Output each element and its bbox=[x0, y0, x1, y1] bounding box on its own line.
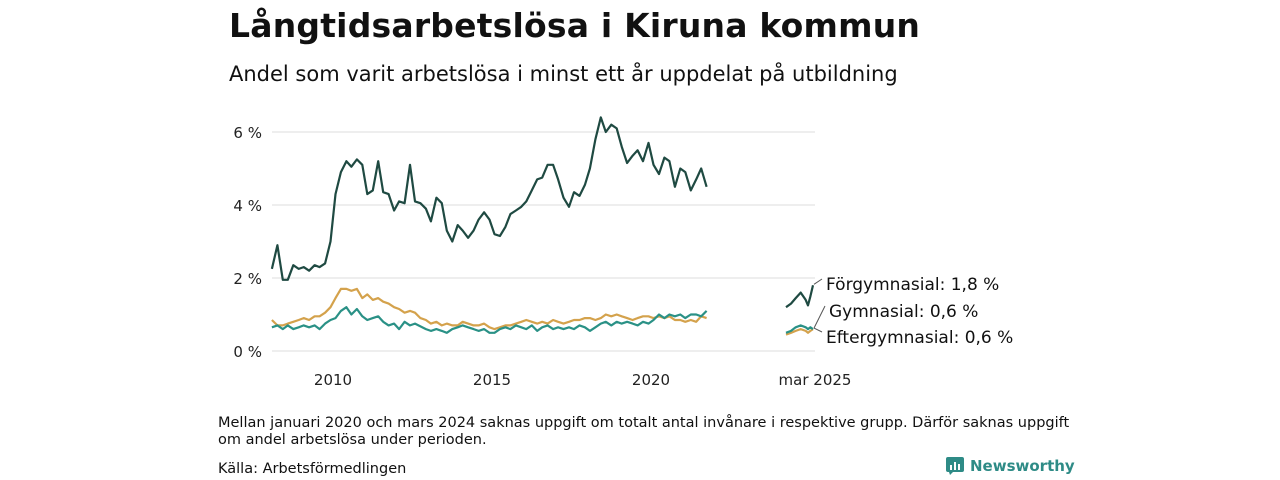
series-lines bbox=[270, 116, 815, 336]
chart-title: Långtidsarbetslösa i Kiruna kommun bbox=[229, 6, 921, 45]
bar-chart-icon bbox=[946, 457, 964, 475]
x-tick-label: 2010 bbox=[314, 371, 352, 389]
grid-lines bbox=[272, 131, 815, 352]
brand-name: Newsworthy bbox=[970, 457, 1075, 475]
source-text: Källa: Arbetsförmedlingen bbox=[218, 461, 407, 477]
y-tick-label: 2 % bbox=[233, 270, 262, 288]
x-axis: 2010 2015 2020 mar 2025 bbox=[314, 371, 852, 389]
y-tick-label: 0 % bbox=[233, 343, 262, 361]
x-tick-label: 2015 bbox=[473, 371, 511, 389]
newsworthy-logo: Newsworthy bbox=[946, 457, 1075, 475]
series-end-labels: Förgymnasial: 1,8 % Gymnasial: 0,6 % Efter… bbox=[813, 275, 1013, 348]
series-end-label: Förgymnasial: 1,8 % bbox=[826, 275, 999, 295]
label-leader-line bbox=[813, 305, 826, 329]
x-tick-label: mar 2025 bbox=[779, 371, 852, 389]
series-line-eftergymnasial bbox=[271, 287, 707, 331]
chart-subtitle: Andel som varit arbetslösa i minst ett å… bbox=[229, 62, 898, 86]
series-line-gymnasial bbox=[271, 306, 708, 334]
series-line-gymnasial-recent bbox=[785, 324, 814, 334]
x-tick-label: 2020 bbox=[632, 371, 670, 389]
series-line-förgymnasial-recent bbox=[785, 285, 815, 309]
series-end-label: Eftergymnasial: 0,6 % bbox=[826, 328, 1013, 348]
series-line-förgymnasial bbox=[270, 116, 708, 281]
footnote: Mellan januari 2020 och mars 2024 saknas… bbox=[218, 415, 1070, 448]
series-end-label: Gymnasial: 0,6 % bbox=[829, 302, 978, 322]
series-line-eftergymnasial-recent bbox=[785, 328, 814, 336]
y-tick-label: 4 % bbox=[233, 197, 262, 215]
label-leader-line bbox=[813, 278, 823, 285]
label-leader-line bbox=[813, 327, 823, 333]
y-axis: 0 % 2 % 4 % 6 % bbox=[233, 124, 262, 361]
y-tick-label: 6 % bbox=[233, 124, 262, 142]
